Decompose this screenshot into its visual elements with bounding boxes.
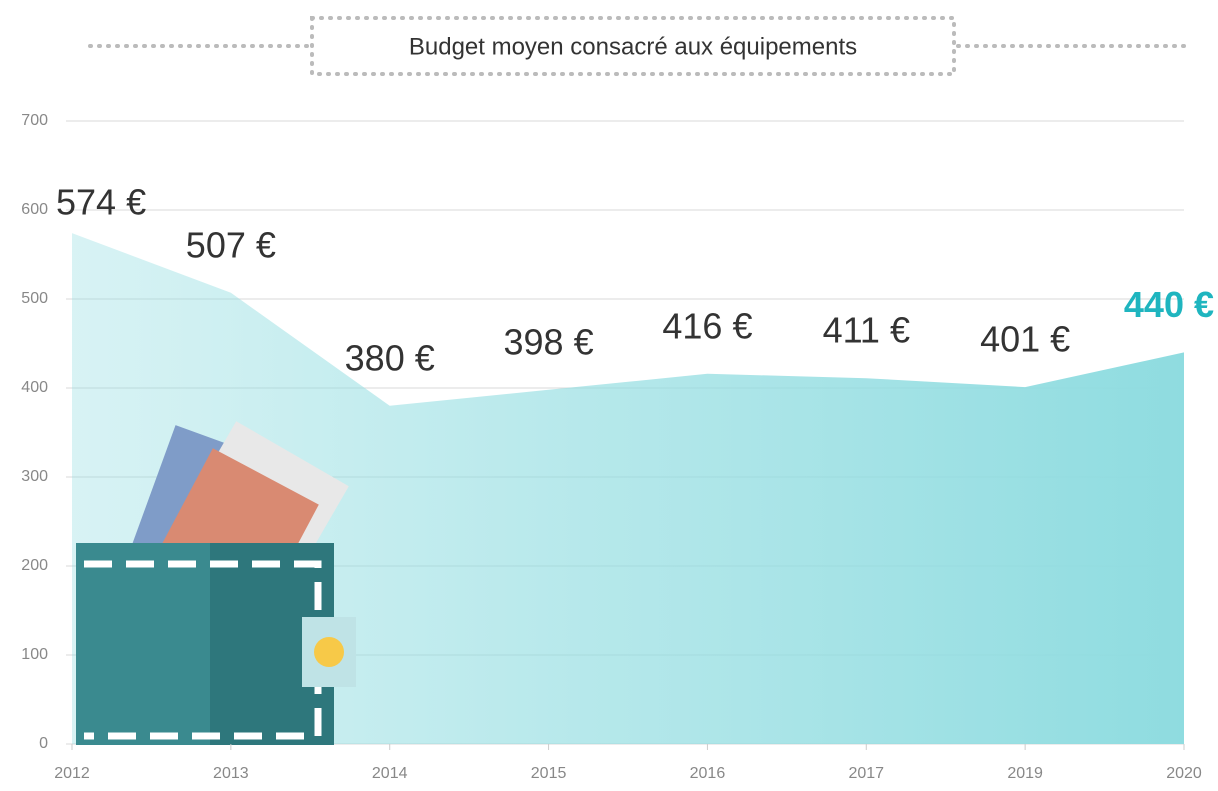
x-tick-label: 2019	[1007, 765, 1043, 782]
x-tick-label: 2015	[531, 765, 567, 782]
value-label: 507 €	[186, 224, 276, 265]
value-label: 380 €	[345, 337, 435, 378]
value-label: 574 €	[56, 182, 146, 223]
x-tick-label: 2016	[690, 765, 726, 782]
chart-title: Budget moyen consacré aux équipements	[409, 33, 857, 60]
y-tick-label: 300	[21, 468, 48, 485]
value-label: 398 €	[504, 321, 594, 362]
x-tick-label: 2013	[213, 765, 249, 782]
y-tick-label: 700	[21, 112, 48, 129]
y-tick-label: 600	[21, 201, 48, 218]
value-label: 416 €	[662, 305, 752, 346]
x-tick-label: 2012	[54, 765, 90, 782]
y-tick-label: 0	[39, 735, 48, 752]
value-label: 401 €	[980, 319, 1070, 360]
y-tick-label: 400	[21, 379, 48, 396]
value-label: 440 €	[1124, 284, 1214, 325]
title-box: Budget moyen consacré aux équipements	[88, 16, 1190, 76]
x-tick-label: 2014	[372, 765, 408, 782]
x-tick-label: 2017	[848, 765, 884, 782]
wallet-illustration	[76, 421, 356, 745]
value-label: 411 €	[823, 310, 910, 351]
area-layer	[72, 233, 1184, 744]
y-tick-label: 500	[21, 290, 48, 307]
y-tick-label: 200	[21, 557, 48, 574]
y-tick-label: 100	[21, 646, 48, 663]
x-tick-label: 2020	[1166, 765, 1202, 782]
area	[72, 233, 1184, 744]
